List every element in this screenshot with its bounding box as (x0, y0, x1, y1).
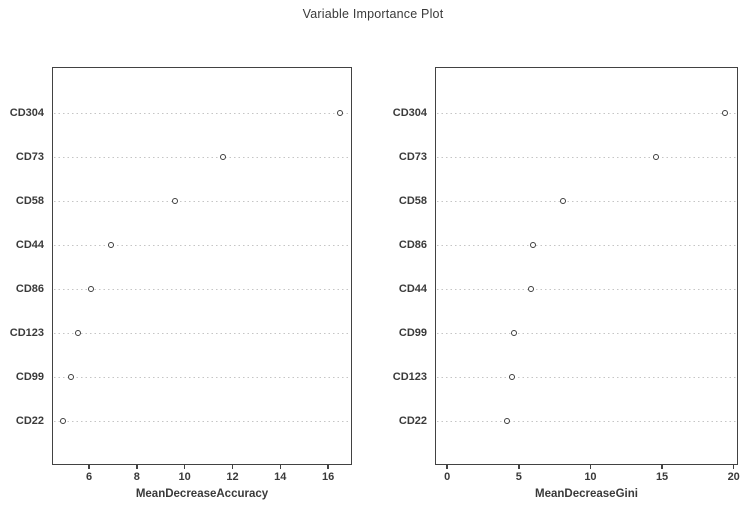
data-point (107, 242, 114, 248)
x-axis-tick (136, 465, 138, 469)
category-label: CD304 (9, 107, 44, 119)
grid-line (437, 421, 736, 422)
x-axis-tick-label: 10 (178, 471, 191, 483)
x-axis-tick (327, 465, 329, 469)
category-label: CD44 (398, 283, 427, 295)
x-axis-tick-label: 0 (444, 471, 451, 483)
grid-line (54, 113, 350, 114)
data-point (59, 418, 66, 424)
x-axis-tick-label: 10 (584, 471, 597, 483)
grid-line (54, 333, 350, 334)
data-point (75, 330, 82, 336)
x-axis-tick (589, 465, 592, 469)
x-axis-label-gini: MeanDecreaseGini (535, 488, 638, 500)
plot-title: Variable Importance Plot (302, 7, 444, 21)
data-point (560, 198, 567, 204)
x-axis-tick (279, 465, 282, 469)
grid-line (437, 201, 736, 202)
x-axis-tick (88, 465, 90, 469)
x-axis-tick-label: 14 (274, 471, 287, 483)
grid-line (54, 421, 350, 422)
category-label: CD22 (398, 415, 427, 427)
data-point (68, 374, 75, 380)
grid-line (437, 377, 736, 378)
grid-line (54, 289, 350, 290)
data-point (337, 110, 344, 116)
category-label: CD58 (15, 195, 44, 207)
data-point (504, 418, 511, 424)
x-axis-tick (732, 465, 735, 469)
x-axis-tick (661, 465, 663, 469)
x-axis-tick-label: 15 (655, 471, 669, 483)
category-label: CD22 (15, 415, 44, 427)
data-point (653, 154, 660, 160)
x-axis-tick (518, 465, 520, 469)
grid-line (54, 201, 350, 202)
category-label: CD73 (15, 151, 44, 163)
data-point (219, 154, 226, 160)
data-point (88, 286, 95, 292)
data-point (172, 198, 179, 204)
panel-mean-decrease-gini (435, 67, 738, 465)
panel-mean-decrease-accuracy (52, 67, 352, 465)
grid-line (437, 245, 736, 246)
x-axis-tick-label: 20 (727, 471, 740, 483)
category-label: CD99 (15, 371, 44, 383)
category-label: CD99 (398, 327, 427, 339)
category-label: CD86 (398, 239, 427, 251)
category-label: CD73 (398, 151, 427, 163)
grid-line (54, 157, 350, 158)
category-label: CD304 (392, 107, 427, 119)
x-axis-tick (446, 465, 448, 469)
x-axis-tick-label: 6 (85, 471, 93, 483)
category-label: CD123 (392, 371, 427, 383)
grid-line (437, 113, 736, 114)
data-point (722, 110, 729, 116)
grid-line (437, 157, 736, 158)
x-axis-tick (231, 465, 234, 469)
x-axis-tick-label: 5 (515, 471, 522, 483)
x-axis-tick-label: 12 (226, 471, 239, 483)
grid-line (437, 289, 736, 290)
x-axis-tick-label: 8 (133, 471, 140, 483)
x-axis-label-accuracy: MeanDecreaseAccuracy (135, 488, 269, 500)
x-axis-tick (183, 465, 186, 469)
x-axis-tick-label: 16 (321, 471, 335, 483)
data-point (530, 242, 537, 248)
data-point (509, 374, 516, 380)
category-label: CD86 (15, 283, 44, 295)
data-point (527, 286, 534, 292)
data-point (510, 330, 517, 336)
category-label: CD44 (15, 239, 44, 251)
category-label: CD123 (9, 327, 44, 339)
grid-line (54, 245, 350, 246)
grid-line (54, 377, 350, 378)
grid-line (437, 333, 736, 334)
category-label: CD58 (398, 195, 427, 207)
